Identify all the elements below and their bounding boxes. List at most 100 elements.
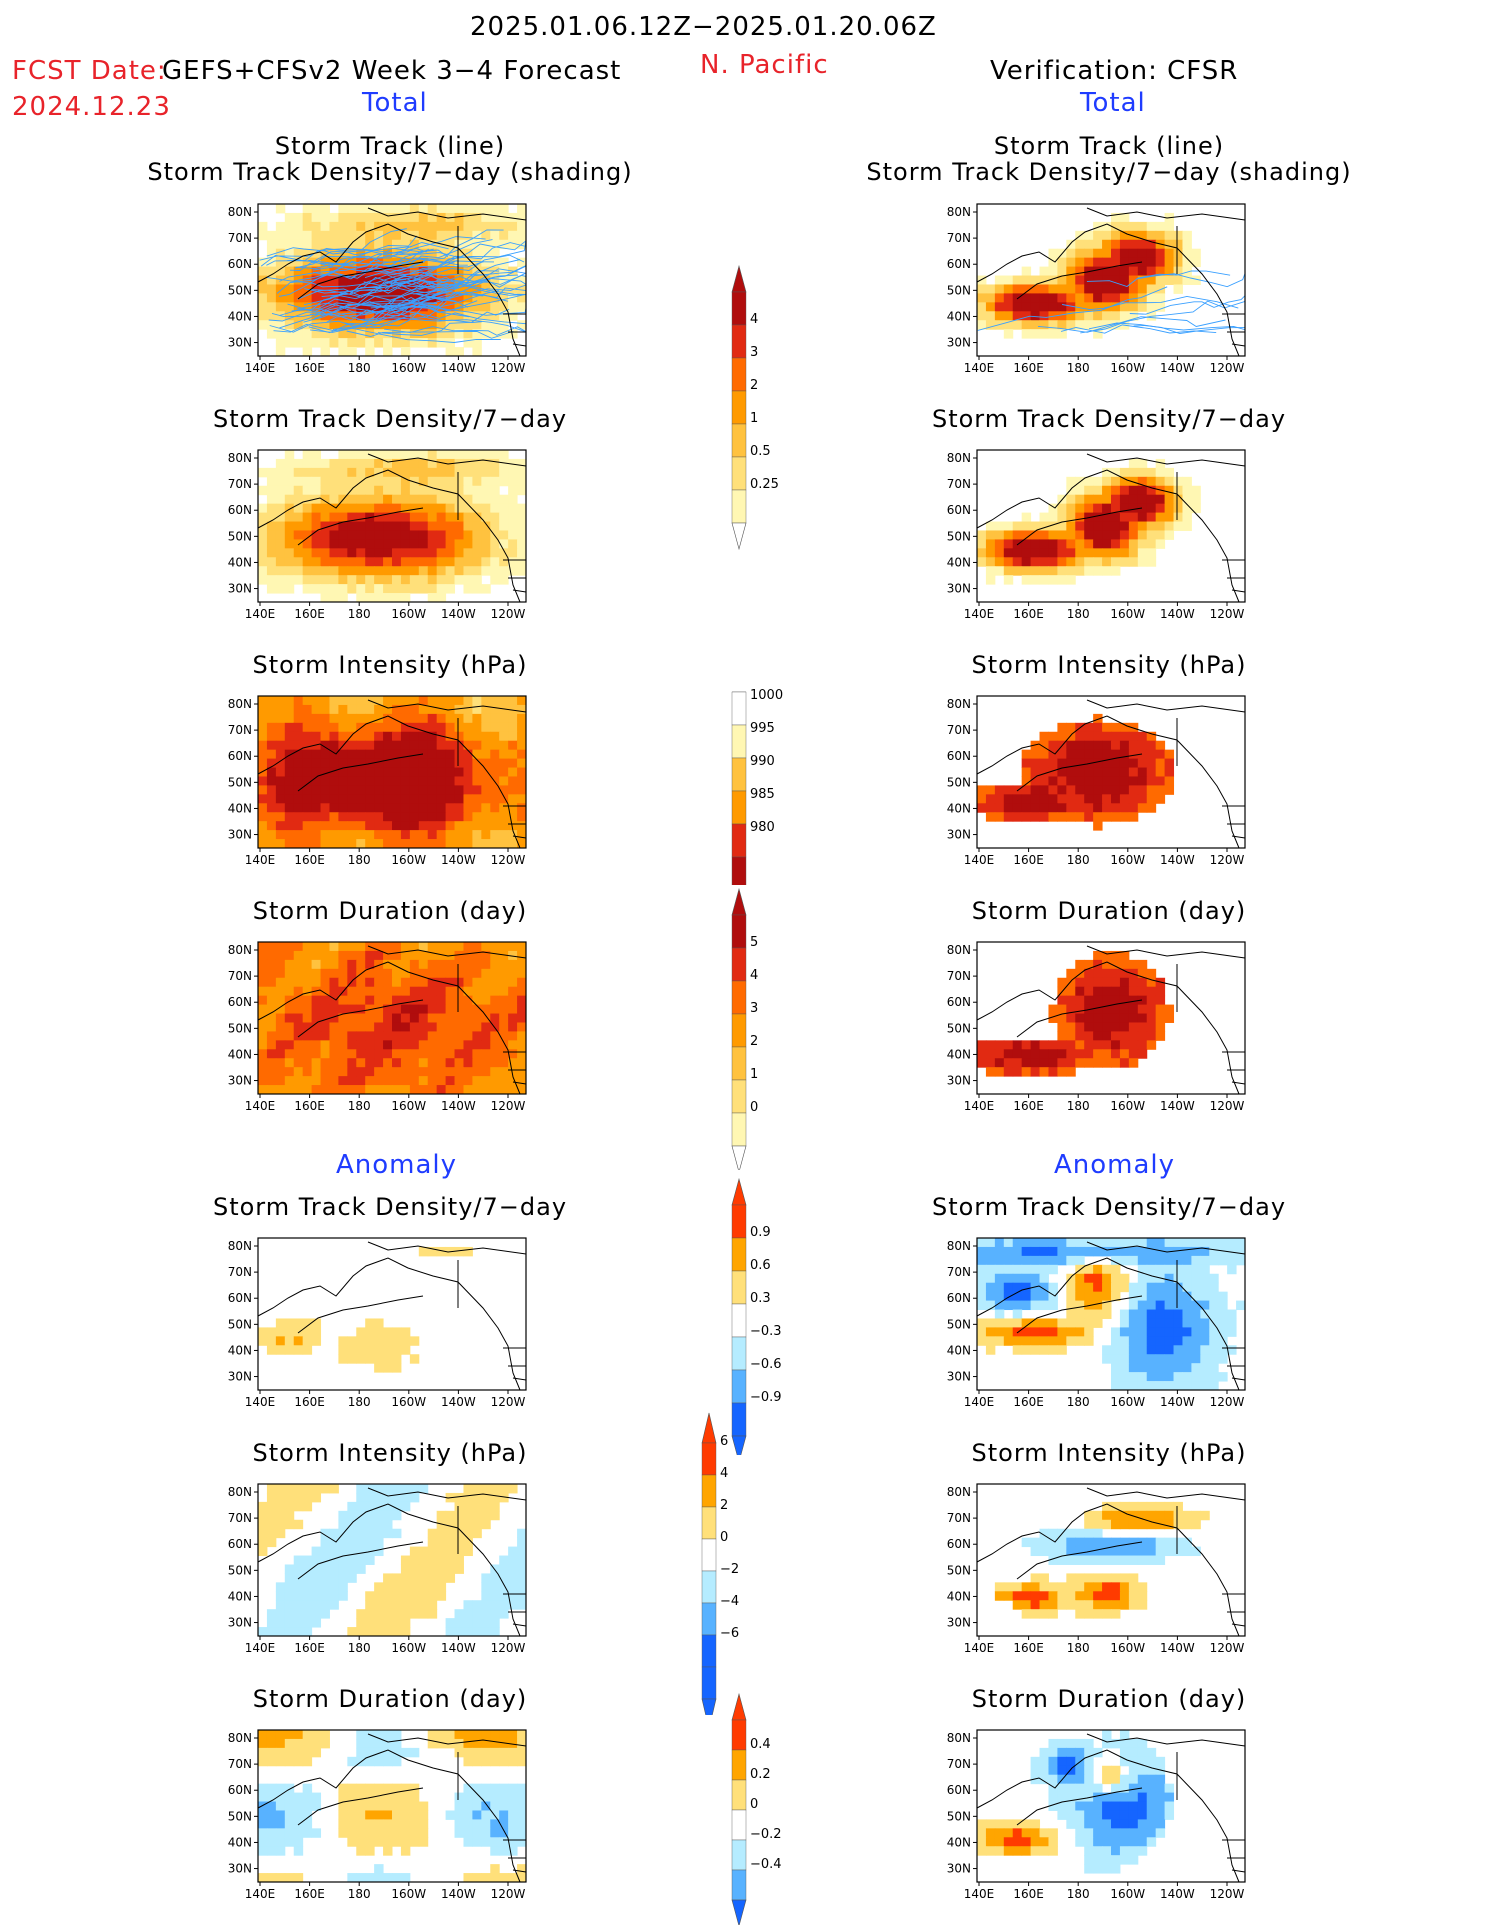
heatmap-cell	[338, 1573, 348, 1583]
heatmap-cell	[1119, 1031, 1130, 1041]
heatmap-cell	[383, 1013, 393, 1023]
heatmap-cell	[1173, 1336, 1183, 1346]
lat-tick-label: 30N	[947, 336, 971, 350]
heatmap-cell	[329, 731, 339, 742]
heatmap-cell	[1128, 1810, 1139, 1820]
heatmap-cell	[1119, 1738, 1130, 1749]
heatmap-cell	[1075, 1291, 1085, 1302]
heatmap-cell	[977, 1049, 987, 1059]
heatmap-cell	[490, 248, 500, 259]
heatmap-cell	[1102, 1600, 1112, 1610]
heatmap-cell	[258, 1627, 268, 1637]
colorbar-label: −4	[720, 1594, 739, 1609]
heatmap-cell	[302, 1627, 313, 1637]
heatmap-cell	[994, 275, 1005, 285]
heatmap-cell	[481, 275, 491, 285]
heatmap-cell	[454, 767, 464, 777]
heatmap-cell	[383, 722, 393, 733]
heatmap-cell	[1075, 1246, 1085, 1257]
heatmap-cell	[1182, 485, 1192, 496]
heatmap-cell	[1093, 1282, 1103, 1293]
heatmap-cell	[258, 812, 268, 822]
heatmap-cell	[258, 575, 268, 585]
heatmap-cell	[1182, 248, 1192, 259]
heatmap-cell	[463, 740, 473, 751]
heatmap-cell	[1128, 1363, 1139, 1373]
heatmap-cell	[311, 329, 322, 339]
heatmap-cell	[508, 239, 518, 250]
heatmap-cell	[1084, 539, 1094, 549]
heatmap-cell	[1093, 1609, 1103, 1619]
heatmap-cell	[258, 1336, 268, 1346]
heatmap-cell	[329, 548, 339, 558]
heatmap-cell	[517, 1564, 527, 1574]
heatmap-cell	[508, 696, 518, 706]
heatmap-cell	[347, 302, 357, 312]
heatmap-cell	[347, 704, 357, 715]
heatmap-cell	[1084, 1336, 1094, 1346]
heatmap-cell	[517, 839, 527, 849]
heatmap-cell	[284, 1618, 295, 1628]
heatmap-cell	[311, 977, 322, 988]
heatmap-cell	[1146, 230, 1157, 241]
heatmap-cell	[284, 1076, 295, 1086]
heatmap-cell	[374, 1040, 384, 1050]
heatmap-cell	[427, 275, 438, 285]
heatmap-cell	[392, 1792, 402, 1803]
heatmap-cell	[311, 1801, 322, 1811]
heatmap-cell	[302, 839, 313, 849]
heatmap-cell	[1155, 785, 1166, 795]
heatmap-cell	[508, 1837, 518, 1847]
heatmap-cell	[454, 1031, 464, 1041]
heatmap-cell	[1093, 758, 1103, 769]
colorbar-label: 0.25	[750, 477, 779, 492]
heatmap-cell	[454, 1609, 464, 1619]
heatmap-cell	[994, 1828, 1005, 1838]
heatmap-cell	[427, 803, 438, 813]
heatmap-cell	[275, 1484, 286, 1494]
heatmap-cell	[427, 1067, 438, 1077]
heatmap-cell	[1146, 1336, 1157, 1346]
heatmap-cell	[392, 794, 402, 804]
map-frame	[257, 1483, 527, 1637]
heatmap-cell	[1128, 1300, 1139, 1311]
heatmap-cell	[347, 575, 357, 585]
heatmap-cell	[1155, 1354, 1166, 1364]
heatmap-cell	[275, 494, 286, 505]
heatmap-cell	[311, 212, 322, 223]
heatmap-cell	[499, 767, 509, 777]
heatmap-cell	[454, 320, 464, 330]
heatmap-cell	[418, 812, 429, 822]
heatmap-cell	[1111, 968, 1121, 979]
heatmap-cell	[400, 1582, 411, 1592]
heatmap-cell	[418, 1810, 429, 1820]
lon-tick-label: 160E	[1013, 1641, 1044, 1655]
heatmap-cell	[338, 266, 348, 277]
heatmap-cell	[266, 311, 277, 321]
heatmap-cell	[1093, 1022, 1103, 1032]
heatmap-cell	[1039, 794, 1049, 804]
heatmap-cell	[490, 302, 500, 312]
heatmap-cell	[1164, 485, 1175, 496]
heatmap-cell	[517, 821, 527, 831]
heatmap-cell	[329, 722, 339, 733]
heatmap-cell	[293, 248, 304, 259]
heatmap-cell	[1128, 1519, 1139, 1530]
heatmap-cell	[347, 1040, 357, 1050]
heatmap-cell	[365, 248, 375, 259]
heatmap-cell	[409, 239, 420, 250]
lon-tick-label: 140W	[1160, 1641, 1195, 1655]
heatmap-cell	[499, 1591, 509, 1601]
heatmap-cell	[284, 950, 295, 961]
heatmap-cell	[1075, 1738, 1085, 1749]
heatmap-cell	[454, 257, 464, 268]
heatmap-cell	[347, 329, 357, 339]
heatmap-cell	[1048, 1828, 1058, 1838]
heatmap-cell	[1030, 1291, 1041, 1302]
heatmap-cell	[1164, 1372, 1175, 1382]
heatmap-cell	[258, 1040, 268, 1050]
heatmap-cell	[1155, 1555, 1166, 1565]
heatmap-cell	[266, 758, 277, 769]
colorbar-segment	[731, 1270, 747, 1305]
